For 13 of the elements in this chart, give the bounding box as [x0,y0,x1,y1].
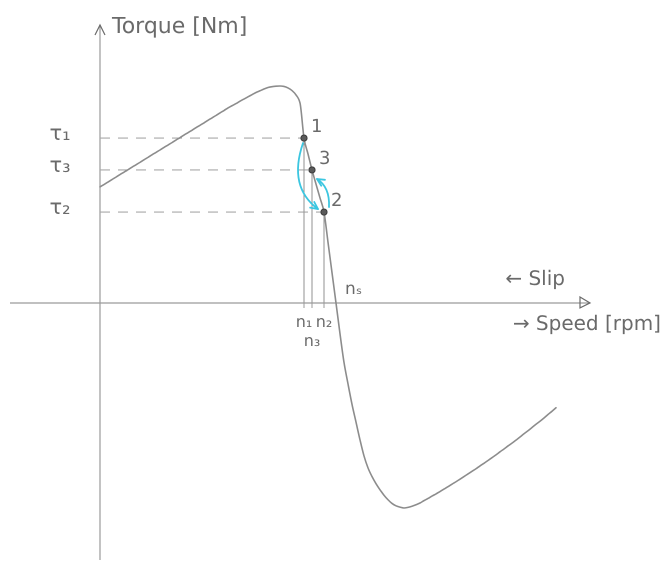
annotation: 1 [311,116,322,138]
x-axis-title: → Speed [rpm] [512,310,661,335]
y-axis-title: Torque [Nm] [111,14,248,39]
ref-line-label: τ₃ [49,152,71,177]
x-tick-label: n₁ [296,312,312,331]
x-tick-label: n₃ [304,330,320,350]
ref-line-label: τ₂ [49,195,71,220]
annotation: 2 [331,190,342,212]
x-tick-label: n₂ [316,312,332,331]
annotation: 3 [319,148,330,169]
ref-line-label: τ₁ [49,121,71,146]
annotation: ← Slip [505,266,565,290]
annotation: nₛ [345,278,362,299]
